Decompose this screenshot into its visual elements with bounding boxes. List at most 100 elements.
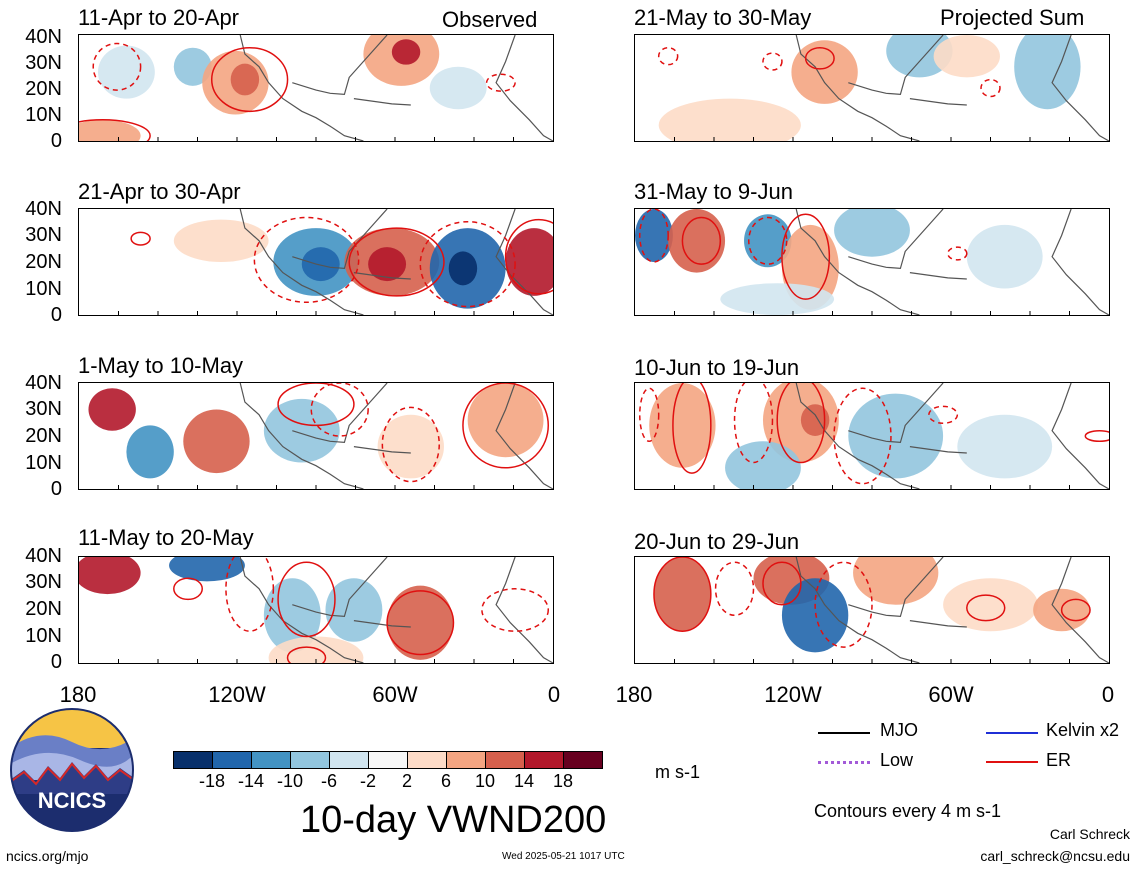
- lon-label: 0: [1101, 682, 1115, 707]
- er-contour: [310, 383, 369, 437]
- er-contour: [504, 218, 553, 295]
- anomaly-shading: [173, 47, 212, 86]
- colorbar-cell: [368, 751, 408, 769]
- lat-label: 0: [50, 478, 62, 500]
- panel-title-4: 11-May to 20-May: [78, 525, 254, 550]
- colorbar-cell: [446, 751, 486, 769]
- anomaly-shading: [377, 414, 444, 479]
- legend-line-er: [986, 761, 1038, 763]
- anomaly-shading: [649, 383, 716, 468]
- legend-line-mjo: [818, 732, 870, 734]
- anomaly-shading: [886, 35, 953, 78]
- main-title: 10-day VWND200: [300, 799, 607, 841]
- map-panel-6: [634, 208, 1110, 316]
- er-contour: [286, 646, 327, 663]
- anomaly-shading: [762, 383, 839, 463]
- anomaly-shading: [853, 557, 939, 605]
- anomaly-shading: [653, 557, 711, 632]
- lat-label: 10N: [25, 278, 62, 300]
- panel-title-6: 31-May to 9-Jun: [634, 179, 793, 204]
- anomaly-shading: [467, 383, 544, 458]
- anomaly-shading: [301, 247, 340, 282]
- colorbar-cell: [563, 751, 603, 769]
- panel-title-3: 1-May to 10-May: [78, 353, 244, 378]
- colorbar-tick-label: -14: [237, 771, 265, 791]
- colorbar-cell: [329, 751, 369, 769]
- map-panel-3: [78, 382, 554, 490]
- map-graphic: [118, 209, 553, 315]
- colorbar: [173, 751, 603, 769]
- anomaly-shading: [658, 98, 801, 141]
- anomaly-shading: [800, 404, 830, 436]
- er-contour: [781, 213, 831, 300]
- colorbar-cell: [407, 751, 447, 769]
- anomaly-shading: [126, 425, 174, 479]
- er-contour: [672, 383, 712, 474]
- map-graphic: [88, 383, 553, 489]
- anomaly-shading: [933, 35, 1000, 78]
- lat-label: 40N: [25, 198, 62, 220]
- anomaly-shading: [263, 398, 340, 463]
- anomaly-shading: [781, 578, 849, 653]
- anomaly-shading: [720, 283, 835, 315]
- map-graphic: [657, 35, 1109, 141]
- er-contour: [681, 216, 722, 265]
- footer-email: carl_schreck@ncsu.edu: [980, 848, 1130, 864]
- coastline: [795, 383, 1109, 489]
- er-contour: [462, 383, 549, 469]
- er-contour: [348, 227, 445, 297]
- map-panel-8: [634, 556, 1110, 664]
- anomaly-shading: [848, 393, 944, 479]
- panel-tag-observed: Observed: [442, 7, 538, 32]
- coastline: [795, 35, 1109, 141]
- coastline: [239, 557, 553, 663]
- anomaly-shading: [391, 39, 421, 65]
- coastline: [795, 557, 1109, 663]
- coastline: [239, 35, 553, 141]
- legend-label-er: ER: [1046, 750, 1072, 770]
- er-contour: [814, 561, 873, 648]
- colorbar-tick-label: 2: [401, 771, 413, 791]
- legend-line-low: [818, 761, 870, 764]
- er-contour: [762, 52, 783, 71]
- lat-label: 20N: [25, 78, 62, 100]
- er-contour: [277, 561, 336, 638]
- lat-label: 10N: [25, 452, 62, 474]
- panel-title-7: 10-Jun to 19-Jun: [634, 355, 800, 380]
- anomaly-shading: [368, 247, 407, 282]
- coastline: [239, 209, 553, 315]
- lat-label: 40N: [25, 372, 62, 394]
- er-contour: [657, 46, 679, 66]
- anomaly-shading: [966, 224, 1043, 289]
- colorbar-cell: [524, 751, 564, 769]
- map-graphic: [653, 557, 1109, 663]
- logo-text: NCICS: [38, 788, 106, 813]
- colorbar-tick-label: -6: [320, 771, 338, 791]
- anomaly-shading: [957, 414, 1053, 479]
- er-contour: [966, 594, 1006, 622]
- map-graphic: [635, 209, 1109, 315]
- er-contour: [653, 557, 712, 632]
- lat-label: 20N: [25, 598, 62, 620]
- lat-label: 20N: [25, 251, 62, 273]
- anomaly-shading: [725, 441, 801, 489]
- anomaly-shading: [448, 251, 478, 286]
- anomaly-shading: [97, 45, 155, 99]
- lat-label: 10N: [25, 625, 62, 647]
- legend-label-kelvin: Kelvin x2: [1046, 720, 1120, 740]
- coastline: [795, 209, 1109, 315]
- er-contour: [481, 588, 550, 632]
- colorbar-tick-label: -10: [276, 771, 304, 791]
- er-contour: [130, 231, 151, 246]
- anomaly-shading: [79, 119, 141, 141]
- colorbar-cell: [290, 751, 330, 769]
- lat-label: 40N: [25, 26, 62, 48]
- er-contour: [748, 216, 788, 265]
- contours-note: Contours every 4 m s-1: [814, 801, 1002, 821]
- anomaly-shading: [88, 388, 136, 431]
- lon-label: 60W: [372, 682, 418, 707]
- anomaly-shading: [791, 40, 858, 104]
- lon-label: 180: [615, 682, 653, 707]
- anomaly-shading: [635, 209, 673, 262]
- legend-line-kelvin: [986, 732, 1038, 734]
